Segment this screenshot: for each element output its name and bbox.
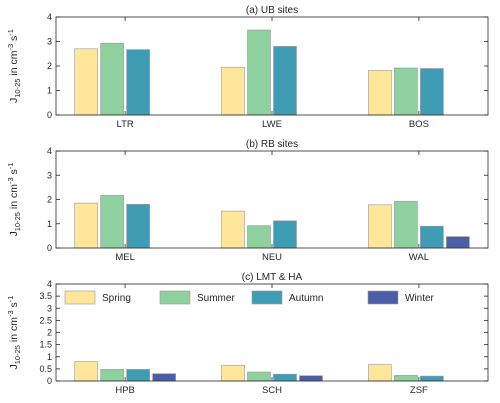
bar-autumn-neu	[273, 220, 297, 249]
bar-autumn-bos	[420, 68, 444, 116]
y-tick-label: 4	[47, 12, 52, 22]
panel-title: (a) UB sites	[246, 5, 298, 16]
bar-summer-zsf	[394, 375, 418, 382]
bar-spring-ltr	[74, 48, 98, 116]
y-tick-label: 0	[47, 243, 52, 253]
bar-autumn-hpb	[126, 369, 150, 382]
x-category-label: SCH	[262, 385, 282, 396]
chart-panel-2: (b) RB sites 0 1 2 3 4 MEL NEU WAL J10-25 in cm-3…	[6, 139, 489, 263]
y-axis-label: J10-25 in cm-3 s-1	[6, 163, 22, 237]
y-tick-label: 0	[47, 376, 52, 386]
bar-spring-sch	[221, 364, 245, 382]
y-tick-label: 3	[47, 170, 52, 180]
y-tick-label: 4	[47, 279, 52, 289]
x-category-label: WAL	[409, 252, 429, 263]
bar-summer-sch	[247, 371, 271, 382]
y-tick-label: 4	[47, 146, 52, 156]
bar-autumn-ltr	[126, 49, 150, 116]
panel-title: (c) LMT & HA	[242, 272, 303, 283]
legend-swatch-spring	[64, 290, 96, 305]
y-tick-label: 1	[47, 219, 52, 229]
x-category-label: ZSF	[410, 385, 428, 396]
legend-swatch-summer	[159, 290, 191, 305]
bar-summer-mel	[100, 195, 124, 249]
bar-spring-wal	[368, 204, 392, 249]
bar-spring-hpb	[74, 361, 98, 382]
bar-spring-zsf	[368, 364, 392, 382]
bar-summer-wal	[394, 200, 418, 249]
bar-summer-lwe	[247, 29, 271, 116]
y-tick-label: 2	[47, 195, 52, 205]
legend-label-winter: Winter	[405, 293, 435, 304]
x-category-label: LTR	[116, 119, 133, 130]
x-category-label: HPB	[115, 385, 135, 396]
bar-spring-mel	[74, 202, 98, 249]
bar-autumn-lwe	[273, 46, 297, 116]
y-tick-label: 3.5	[39, 291, 52, 301]
x-category-label: NEU	[262, 252, 282, 263]
y-tick-label: 0	[47, 110, 52, 120]
y-tick-label: 3	[47, 37, 52, 47]
bar-autumn-wal	[420, 225, 444, 249]
y-tick-label: 3	[47, 303, 52, 313]
x-category-label: MEL	[115, 252, 135, 263]
bar-spring-bos	[368, 70, 392, 116]
y-tick-label: 1.5	[39, 340, 52, 350]
x-category-label: BOS	[409, 119, 429, 130]
legend-label-summer: Summer	[197, 293, 235, 304]
bar-autumn-mel	[126, 204, 150, 249]
legend-swatch-autumn	[251, 290, 283, 305]
bar-summer-neu	[247, 225, 271, 249]
legend-swatch-winter	[367, 290, 399, 305]
y-tick-label: 1	[47, 86, 52, 96]
bar-autumn-zsf	[420, 375, 444, 382]
bar-summer-ltr	[100, 42, 124, 116]
y-tick-label: 2	[47, 61, 52, 71]
bar-summer-bos	[394, 67, 418, 116]
bar-autumn-sch	[273, 373, 297, 382]
legend-label-autumn: Autumn	[289, 293, 323, 304]
x-category-label: LWE	[262, 119, 282, 130]
y-tick-label: 2.5	[39, 315, 52, 325]
bar-spring-lwe	[221, 66, 245, 116]
legend-label-spring: Spring	[102, 293, 131, 304]
bar-spring-neu	[221, 210, 245, 249]
bar-summer-hpb	[100, 369, 124, 382]
y-tick-label: 2	[47, 328, 52, 338]
bar-winter-wal	[446, 236, 470, 249]
legend: Spring Summer Autumn Winter	[64, 290, 435, 305]
bar-winter-hpb	[152, 373, 176, 382]
y-tick-label: 0.5	[39, 364, 52, 374]
panel-title: (b) RB sites	[246, 139, 298, 150]
y-axis-label: J10-25 in cm-3 s-1	[6, 29, 22, 103]
bar-winter-sch	[299, 375, 323, 382]
chart-panel-1: (a) UB sites 0 1 2 3 4 LTR LWE BOS J10-25 in cm-3…	[6, 5, 489, 130]
y-axis-label: J10-25 in cm-3 s-1	[6, 296, 22, 370]
chart-panel-3: (c) LMT & HA 0 0.5 1 1.5 2 2.5 3 3.5 4 HPB SCH ZSF J1…	[6, 272, 489, 396]
y-tick-label: 1	[47, 352, 52, 362]
